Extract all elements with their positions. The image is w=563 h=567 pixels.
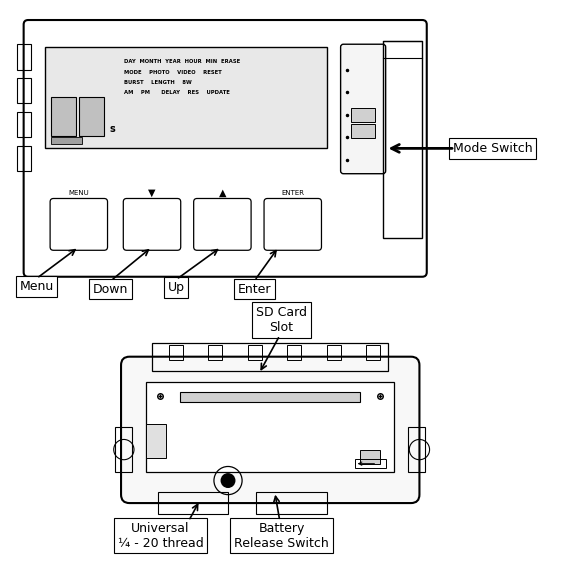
Bar: [327, 345, 341, 359]
FancyBboxPatch shape: [50, 198, 108, 250]
Bar: [17, 112, 31, 137]
Text: DAY  MONTH  YEAR  HOUR  MIN  ERASE: DAY MONTH YEAR HOUR MIN ERASE: [124, 58, 240, 64]
Bar: [355, 459, 386, 468]
Text: SD Card
Slot: SD Card Slot: [256, 306, 307, 334]
Bar: [51, 96, 76, 136]
Bar: [360, 450, 380, 464]
Text: MODE    PHOTO    VIDEO    RESET: MODE PHOTO VIDEO RESET: [124, 70, 222, 75]
Bar: [180, 392, 360, 402]
Text: ▲: ▲: [218, 187, 226, 197]
Bar: [248, 345, 262, 359]
FancyBboxPatch shape: [264, 198, 321, 250]
Bar: [17, 146, 31, 171]
Text: s: s: [110, 124, 115, 134]
Bar: [146, 424, 166, 458]
FancyBboxPatch shape: [194, 198, 251, 250]
Text: ENTER: ENTER: [282, 191, 304, 196]
Bar: [51, 137, 82, 144]
Text: ▼: ▼: [148, 187, 156, 197]
Bar: [146, 382, 394, 472]
FancyBboxPatch shape: [123, 198, 181, 250]
Text: MENU: MENU: [69, 191, 89, 196]
Text: Down: Down: [93, 282, 128, 295]
Bar: [208, 345, 222, 359]
Bar: [351, 108, 375, 122]
Bar: [383, 41, 422, 239]
Bar: [45, 47, 327, 149]
Text: Menu: Menu: [20, 280, 53, 293]
Bar: [287, 345, 301, 359]
Bar: [351, 124, 375, 138]
Bar: [152, 342, 388, 371]
Bar: [17, 44, 31, 70]
Bar: [115, 427, 132, 472]
Bar: [158, 492, 228, 514]
FancyBboxPatch shape: [121, 357, 419, 503]
Text: Universal
¼ - 20 thread: Universal ¼ - 20 thread: [118, 522, 203, 550]
FancyBboxPatch shape: [341, 44, 386, 174]
Text: BURST    LENGTH    8W: BURST LENGTH 8W: [124, 80, 191, 85]
Text: Enter: Enter: [238, 282, 271, 295]
Text: Up: Up: [168, 281, 185, 294]
Bar: [79, 96, 104, 136]
Text: AM    PM      DELAY    RES    UPDATE: AM PM DELAY RES UPDATE: [124, 90, 230, 95]
Bar: [256, 492, 327, 514]
Bar: [408, 427, 425, 472]
Bar: [366, 345, 380, 359]
Bar: [17, 78, 31, 103]
Bar: [169, 345, 183, 359]
Circle shape: [221, 474, 235, 487]
Text: Mode Switch: Mode Switch: [453, 142, 533, 155]
Text: Battery
Release Switch: Battery Release Switch: [234, 522, 329, 550]
